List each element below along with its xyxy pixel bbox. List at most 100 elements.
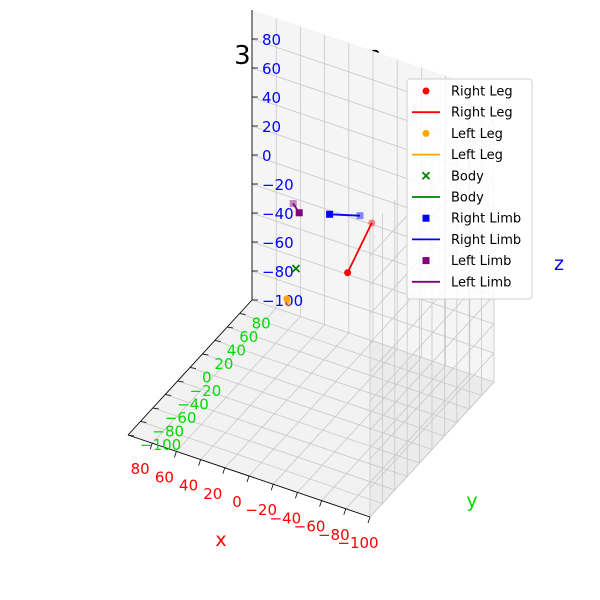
legend-marker-swatch-stroke (421, 171, 431, 180)
legend-entry: Body (421, 169, 484, 184)
right-leg-point (344, 269, 352, 277)
y-tick-mark (214, 340, 221, 342)
legend: Right Leg Right Leg Left Leg Left Leg Body Bo… (406, 78, 533, 300)
legend-label: Left Limb (451, 275, 511, 290)
body-series (291, 264, 301, 273)
z-tick-label: −40 (262, 205, 294, 223)
legend-entry: Left Limb (412, 275, 511, 290)
x-tick-mark (174, 451, 177, 458)
left-limb-series (289, 200, 303, 217)
x-tick-mark (367, 516, 371, 524)
right-limb-line (329, 213, 361, 217)
z-grid-line (251, 241, 495, 460)
legend-marker-swatch (422, 129, 430, 137)
x-tick-label: 80 (131, 460, 150, 478)
y-tick-mark (165, 394, 172, 396)
legend-entry: Right Limb (412, 233, 521, 248)
legend-entry: Left Limb (422, 254, 511, 269)
z-tick-label: 60 (262, 60, 281, 78)
right-leg-line (346, 222, 373, 274)
z-tick-label: −80 (262, 263, 294, 281)
x-grid-line (200, 34, 326, 460)
y-axis-label: y (466, 490, 477, 512)
x-tick-mark (198, 459, 201, 466)
x-grid-line (224, 42, 350, 469)
legend-marker-swatch (422, 257, 430, 265)
x-grid-line (272, 59, 398, 485)
y-tick-label: −80 (152, 423, 184, 441)
left-leg-series (283, 295, 292, 307)
x-tick-mark (246, 475, 250, 483)
left-leg-point (284, 299, 292, 307)
legend-label: Left Limb (451, 254, 511, 269)
x-tick-mark (319, 500, 322, 507)
legend-label: Right Leg (451, 85, 513, 100)
body-point (291, 264, 301, 273)
y-tick-label: 0 (202, 369, 212, 387)
x-tick-label: −40 (270, 509, 302, 527)
legend-label: Right Leg (451, 106, 513, 121)
x-tick-label: 0 (232, 493, 242, 511)
z-tick-label: 80 (262, 31, 281, 49)
x-tick-label: −100 (337, 534, 378, 552)
y-tick-mark (177, 380, 184, 383)
legend-label: Body (451, 169, 484, 184)
y-tick-mark (152, 407, 159, 410)
x-tick-label: 40 (179, 477, 198, 495)
right-limb-series (326, 210, 364, 220)
x-tick-label: −60 (294, 518, 326, 536)
y-tick-mark (189, 367, 197, 369)
z-grid-line (251, 270, 495, 489)
axes (127, 10, 371, 524)
z-grid-line (251, 299, 495, 518)
right-leg-series (344, 219, 376, 277)
legend-entry: Right Leg (412, 106, 513, 121)
z-tick-label: −60 (262, 234, 294, 252)
y-tick-label: −20 (190, 382, 222, 400)
legend-marker-swatch (422, 87, 430, 95)
legend-entry: Body (412, 191, 484, 206)
x-tick-mark (295, 492, 298, 499)
y-tick-label: 20 (214, 355, 233, 373)
legend-entry: Right Limb (422, 212, 521, 227)
z-tick-label: 0 (262, 147, 272, 165)
left-leg-point (283, 295, 291, 303)
right-limb-point (326, 210, 334, 218)
y-tick-label: −40 (177, 396, 209, 414)
left-limb-point (289, 200, 297, 207)
right-leg-point (368, 219, 376, 227)
y-tick-label: 80 (252, 315, 271, 333)
z-tick-label: 40 (262, 89, 281, 107)
x-tick-mark (270, 484, 274, 491)
legend-label: Body (451, 191, 484, 206)
x-tick-label: 20 (203, 485, 222, 503)
legend-label: Left Leg (451, 127, 503, 142)
tick-labels: −100−80−60−40−20020406080−100−80−60−40−2… (131, 31, 379, 552)
y-tick-mark (127, 434, 135, 437)
x-tick-mark (149, 443, 153, 450)
y-tick-label: −60 (165, 409, 197, 427)
right-limb-point (356, 212, 364, 220)
legend-label: Left Leg (451, 148, 503, 163)
y-tick-label: 60 (239, 328, 258, 346)
y-tick-label: −100 (140, 436, 181, 454)
z-tick-label: −100 (262, 292, 303, 310)
z-axis-label: z (554, 253, 564, 275)
y-tick-mark (227, 326, 234, 329)
x-grid-line (151, 18, 277, 444)
legend-label: Right Limb (451, 212, 521, 227)
legend-entry: Right Leg (422, 85, 513, 100)
z-tick-label: −20 (262, 176, 294, 194)
x-tick-label: −20 (245, 501, 277, 519)
y-tick-label: 40 (227, 342, 246, 360)
y-tick-mark (239, 313, 246, 315)
x-axis-label: x (215, 529, 226, 551)
legend-label: Right Limb (451, 233, 521, 248)
y-tick-mark (202, 353, 209, 356)
left-limb-point (295, 209, 303, 217)
legend-marker-swatch (422, 214, 430, 222)
body-point-stroke (291, 264, 301, 273)
z-tick-label: 20 (262, 118, 281, 136)
y-grid-line (152, 200, 396, 491)
